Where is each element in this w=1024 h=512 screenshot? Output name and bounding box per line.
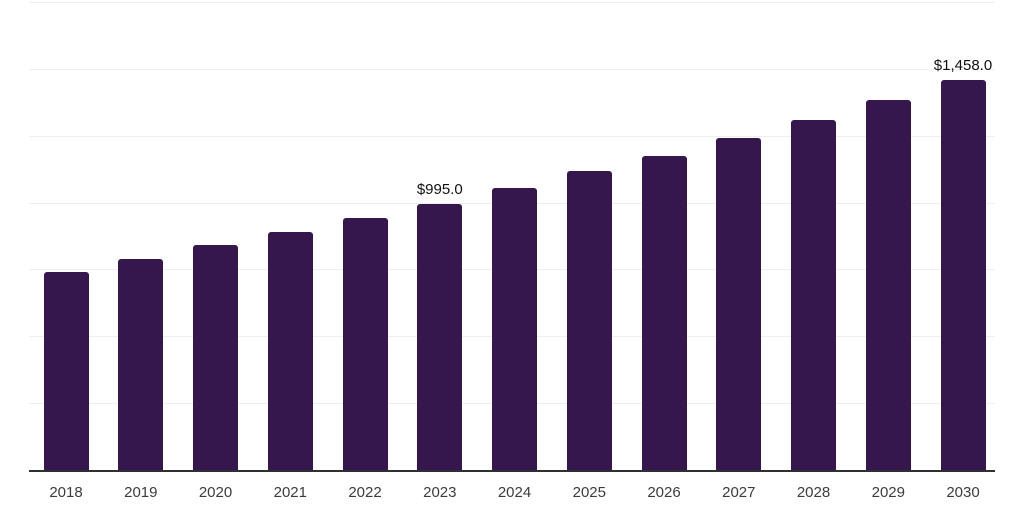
value-label-2023: $995.0	[416, 180, 463, 198]
gridline-1250	[29, 135, 995, 137]
x-tick-2019: 2019	[124, 484, 158, 501]
x-tick-2026: 2026	[647, 484, 681, 501]
bar-2030	[940, 80, 986, 470]
value-label-2030: $1,458.0	[933, 57, 993, 75]
x-tick-2027: 2027	[722, 484, 756, 501]
x-tick-2020: 2020	[198, 484, 233, 501]
bar-2025	[566, 170, 612, 470]
x-tick-2028: 2028	[796, 484, 831, 501]
x-tick-2021: 2021	[273, 484, 307, 501]
bar-2020	[193, 245, 238, 470]
bar-2028	[791, 120, 836, 470]
bar-2018	[43, 272, 89, 470]
x-tick-2029: 2029	[871, 484, 905, 501]
bar-2026	[641, 156, 687, 470]
bar-2023	[417, 203, 463, 470]
gridline-1750	[29, 2, 995, 3]
bar-2029	[865, 99, 911, 470]
x-tick-2018: 2018	[49, 484, 83, 501]
x-tick-2023: 2023	[423, 484, 457, 501]
bar-2021	[267, 232, 313, 470]
x-tick-2022: 2022	[348, 484, 382, 501]
gridline-1500	[29, 68, 995, 70]
bar-2024	[492, 188, 537, 470]
x-tick-2025: 2025	[572, 484, 606, 501]
bar-2019	[118, 259, 164, 470]
x-tick-2030: 2030	[946, 484, 980, 501]
x-axis-line	[29, 470, 995, 472]
x-tick-2024: 2024	[497, 484, 532, 501]
bar-2022	[342, 218, 388, 470]
bar-2027	[716, 138, 762, 470]
